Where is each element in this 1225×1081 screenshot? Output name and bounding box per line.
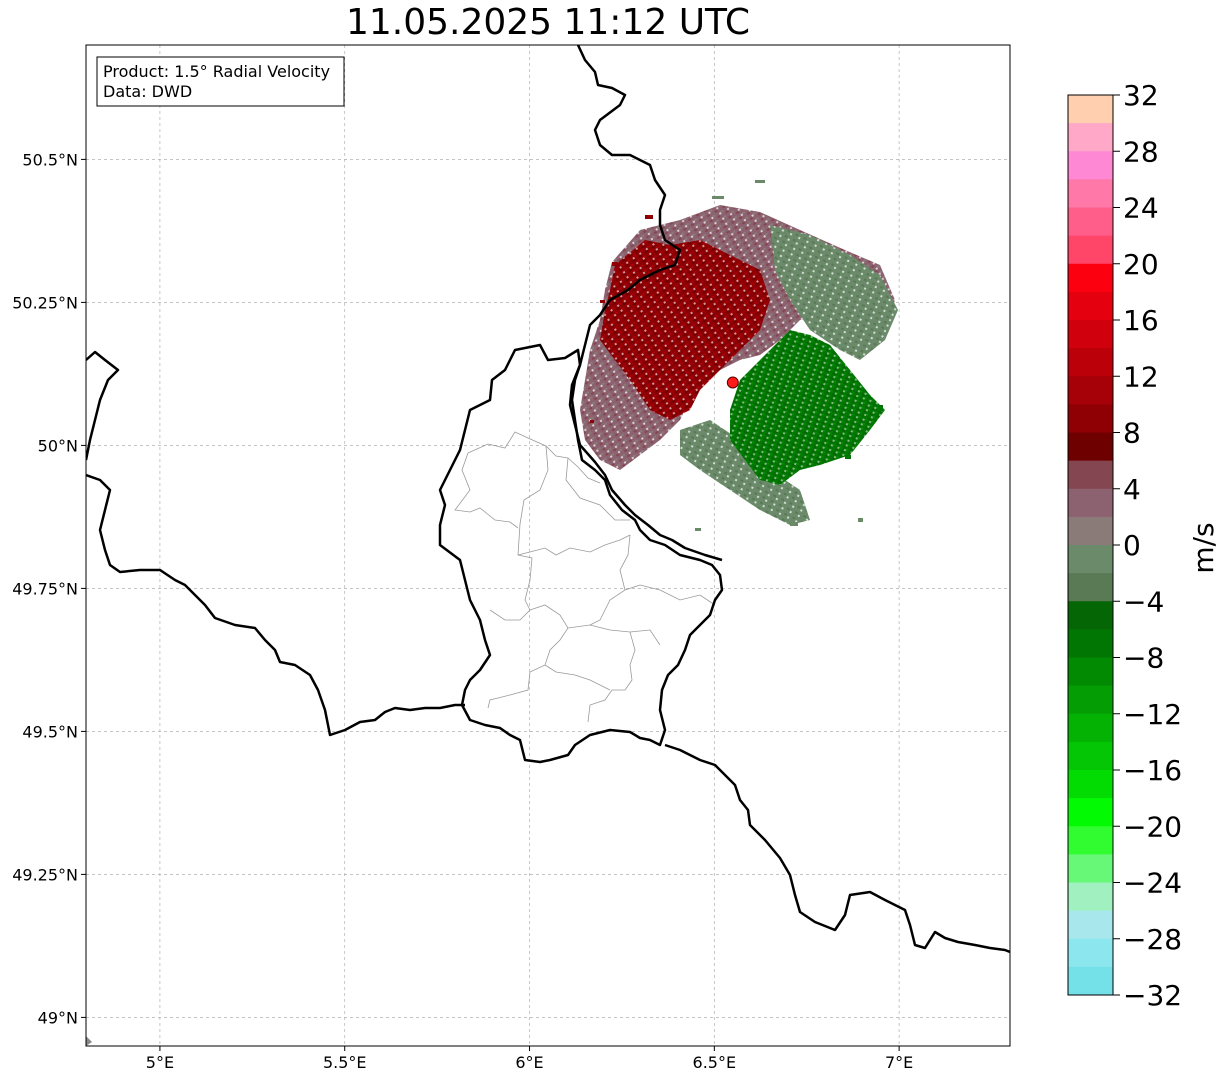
colorbar-band	[1068, 854, 1113, 883]
info-product: Product: 1.5° Radial Velocity	[103, 62, 330, 81]
colorbar-band	[1068, 910, 1113, 940]
colorbar-band	[1068, 348, 1113, 377]
lat-tick-label: 49.75°N	[12, 579, 78, 598]
luxembourg-border	[438, 343, 724, 764]
colorbar-band	[1068, 291, 1113, 321]
colorbar-band	[1068, 123, 1113, 152]
colorbar-band	[1068, 882, 1113, 912]
colorbar-band	[1068, 770, 1113, 799]
colorbar-band	[1068, 376, 1113, 405]
canton-boundaries	[454, 431, 716, 723]
latitude-ticks: 50.5°N 50.25°N 50°N 49.75°N 49.5°N 49.25°N 49°…	[12, 150, 86, 1027]
map-title: 11.05.2025 11:12 UTC	[345, 2, 751, 43]
colorbar-band	[1068, 488, 1113, 518]
map-gridlines	[86, 45, 1010, 1046]
colorbar-band	[1068, 601, 1113, 630]
lat-tick-label: 50°N	[38, 436, 78, 455]
colorbar-band	[1068, 685, 1113, 715]
colorbar-tick-label: −32	[1123, 979, 1182, 1012]
colorbar-tick-label: −4	[1123, 585, 1164, 618]
colorbar-band	[1068, 404, 1113, 433]
colorbar-band	[1068, 657, 1113, 687]
france-border-west	[86, 473, 465, 737]
colorbar-band	[1068, 545, 1113, 574]
colorbar-band	[1068, 826, 1113, 855]
map-background	[86, 45, 1010, 1046]
info-box: Product: 1.5° Radial Velocity Data: DWD	[96, 56, 345, 107]
colorbar-tick-label: 32	[1123, 79, 1159, 112]
belgium-border-west	[86, 350, 120, 461]
colorbar-tick-label: 24	[1123, 192, 1159, 225]
colorbar-band	[1068, 516, 1113, 546]
corner-marker	[86, 1036, 92, 1046]
colorbar-band	[1068, 713, 1113, 743]
lon-tick-label: 5.5°E	[323, 1053, 367, 1072]
echo-region-greygreen-south	[680, 420, 810, 525]
colorbar-tick-label: −16	[1123, 754, 1182, 787]
colorbar-tick-label: 12	[1123, 360, 1159, 393]
lat-tick-label: 50.25°N	[12, 293, 78, 312]
lon-tick-label: 7°E	[885, 1053, 913, 1072]
lat-tick-label: 49.25°N	[12, 865, 78, 884]
longitude-ticks: 5°E 5.5°E 6°E 6.5°E 7°E	[146, 1046, 913, 1072]
colorbar-band	[1068, 966, 1113, 996]
info-source: Data: DWD	[103, 82, 192, 101]
lat-tick-label: 50.5°N	[22, 150, 78, 169]
colorbar-band	[1068, 938, 1113, 968]
colorbar-tick-label: 16	[1123, 304, 1159, 337]
map-frame	[85, 44, 1011, 1047]
colorbar-band	[1068, 741, 1113, 771]
echo-region-red	[600, 240, 770, 420]
colorbar-tick-label: 4	[1123, 473, 1141, 506]
colorbar-band	[1068, 263, 1113, 293]
colorbar-tick-label: 8	[1123, 417, 1141, 450]
colorbar: 32 28 24 20 16 12 8 4 0 −4 −8 −12 −16 −20 −24 −28 −32 m/…	[1067, 79, 1220, 1012]
lat-tick-label: 49.5°N	[22, 722, 78, 741]
radar-site-marker[interactable]	[726, 376, 739, 389]
colorbar-band	[1068, 432, 1113, 462]
colorbar-band	[1068, 235, 1113, 265]
colorbar-tick-label: 28	[1123, 135, 1159, 168]
colorbar-band	[1068, 798, 1113, 827]
colorbar-band	[1068, 179, 1113, 208]
colorbar-tick-label: 20	[1123, 248, 1159, 281]
colorbar-band	[1068, 95, 1113, 124]
france-germany-border	[664, 743, 1010, 954]
radar-echo-layer	[580, 180, 898, 531]
colorbar-tick-label: −8	[1123, 642, 1164, 675]
echo-region-green	[730, 330, 885, 485]
belgium-germany-border	[568, 45, 723, 562]
lon-tick-label: 6.5°E	[693, 1053, 737, 1072]
colorbar-bands	[1068, 95, 1113, 996]
colorbar-band	[1068, 573, 1113, 602]
colorbar-tick-label: −24	[1123, 867, 1182, 900]
colorbar-band	[1068, 629, 1113, 658]
lon-tick-label: 6°E	[515, 1053, 543, 1072]
colorbar-band	[1068, 207, 1113, 237]
lon-tick-label: 5°E	[146, 1053, 174, 1072]
colorbar-tick-label: −12	[1123, 698, 1182, 731]
colorbar-tick-label: −20	[1123, 810, 1182, 843]
colorbar-ticks: 32 28 24 20 16 12 8 4 0 −4 −8 −12 −16 −20 −24 −28 −32	[1113, 79, 1182, 1012]
colorbar-unit-label: m/s	[1187, 522, 1220, 573]
echo-region-greygreen	[770, 225, 898, 360]
lat-tick-label: 49°N	[38, 1008, 78, 1027]
colorbar-band	[1068, 460, 1113, 490]
colorbar-tick-label: −28	[1123, 923, 1182, 956]
colorbar-band	[1068, 151, 1113, 180]
colorbar-tick-label: 0	[1123, 529, 1141, 562]
colorbar-band	[1068, 320, 1113, 349]
